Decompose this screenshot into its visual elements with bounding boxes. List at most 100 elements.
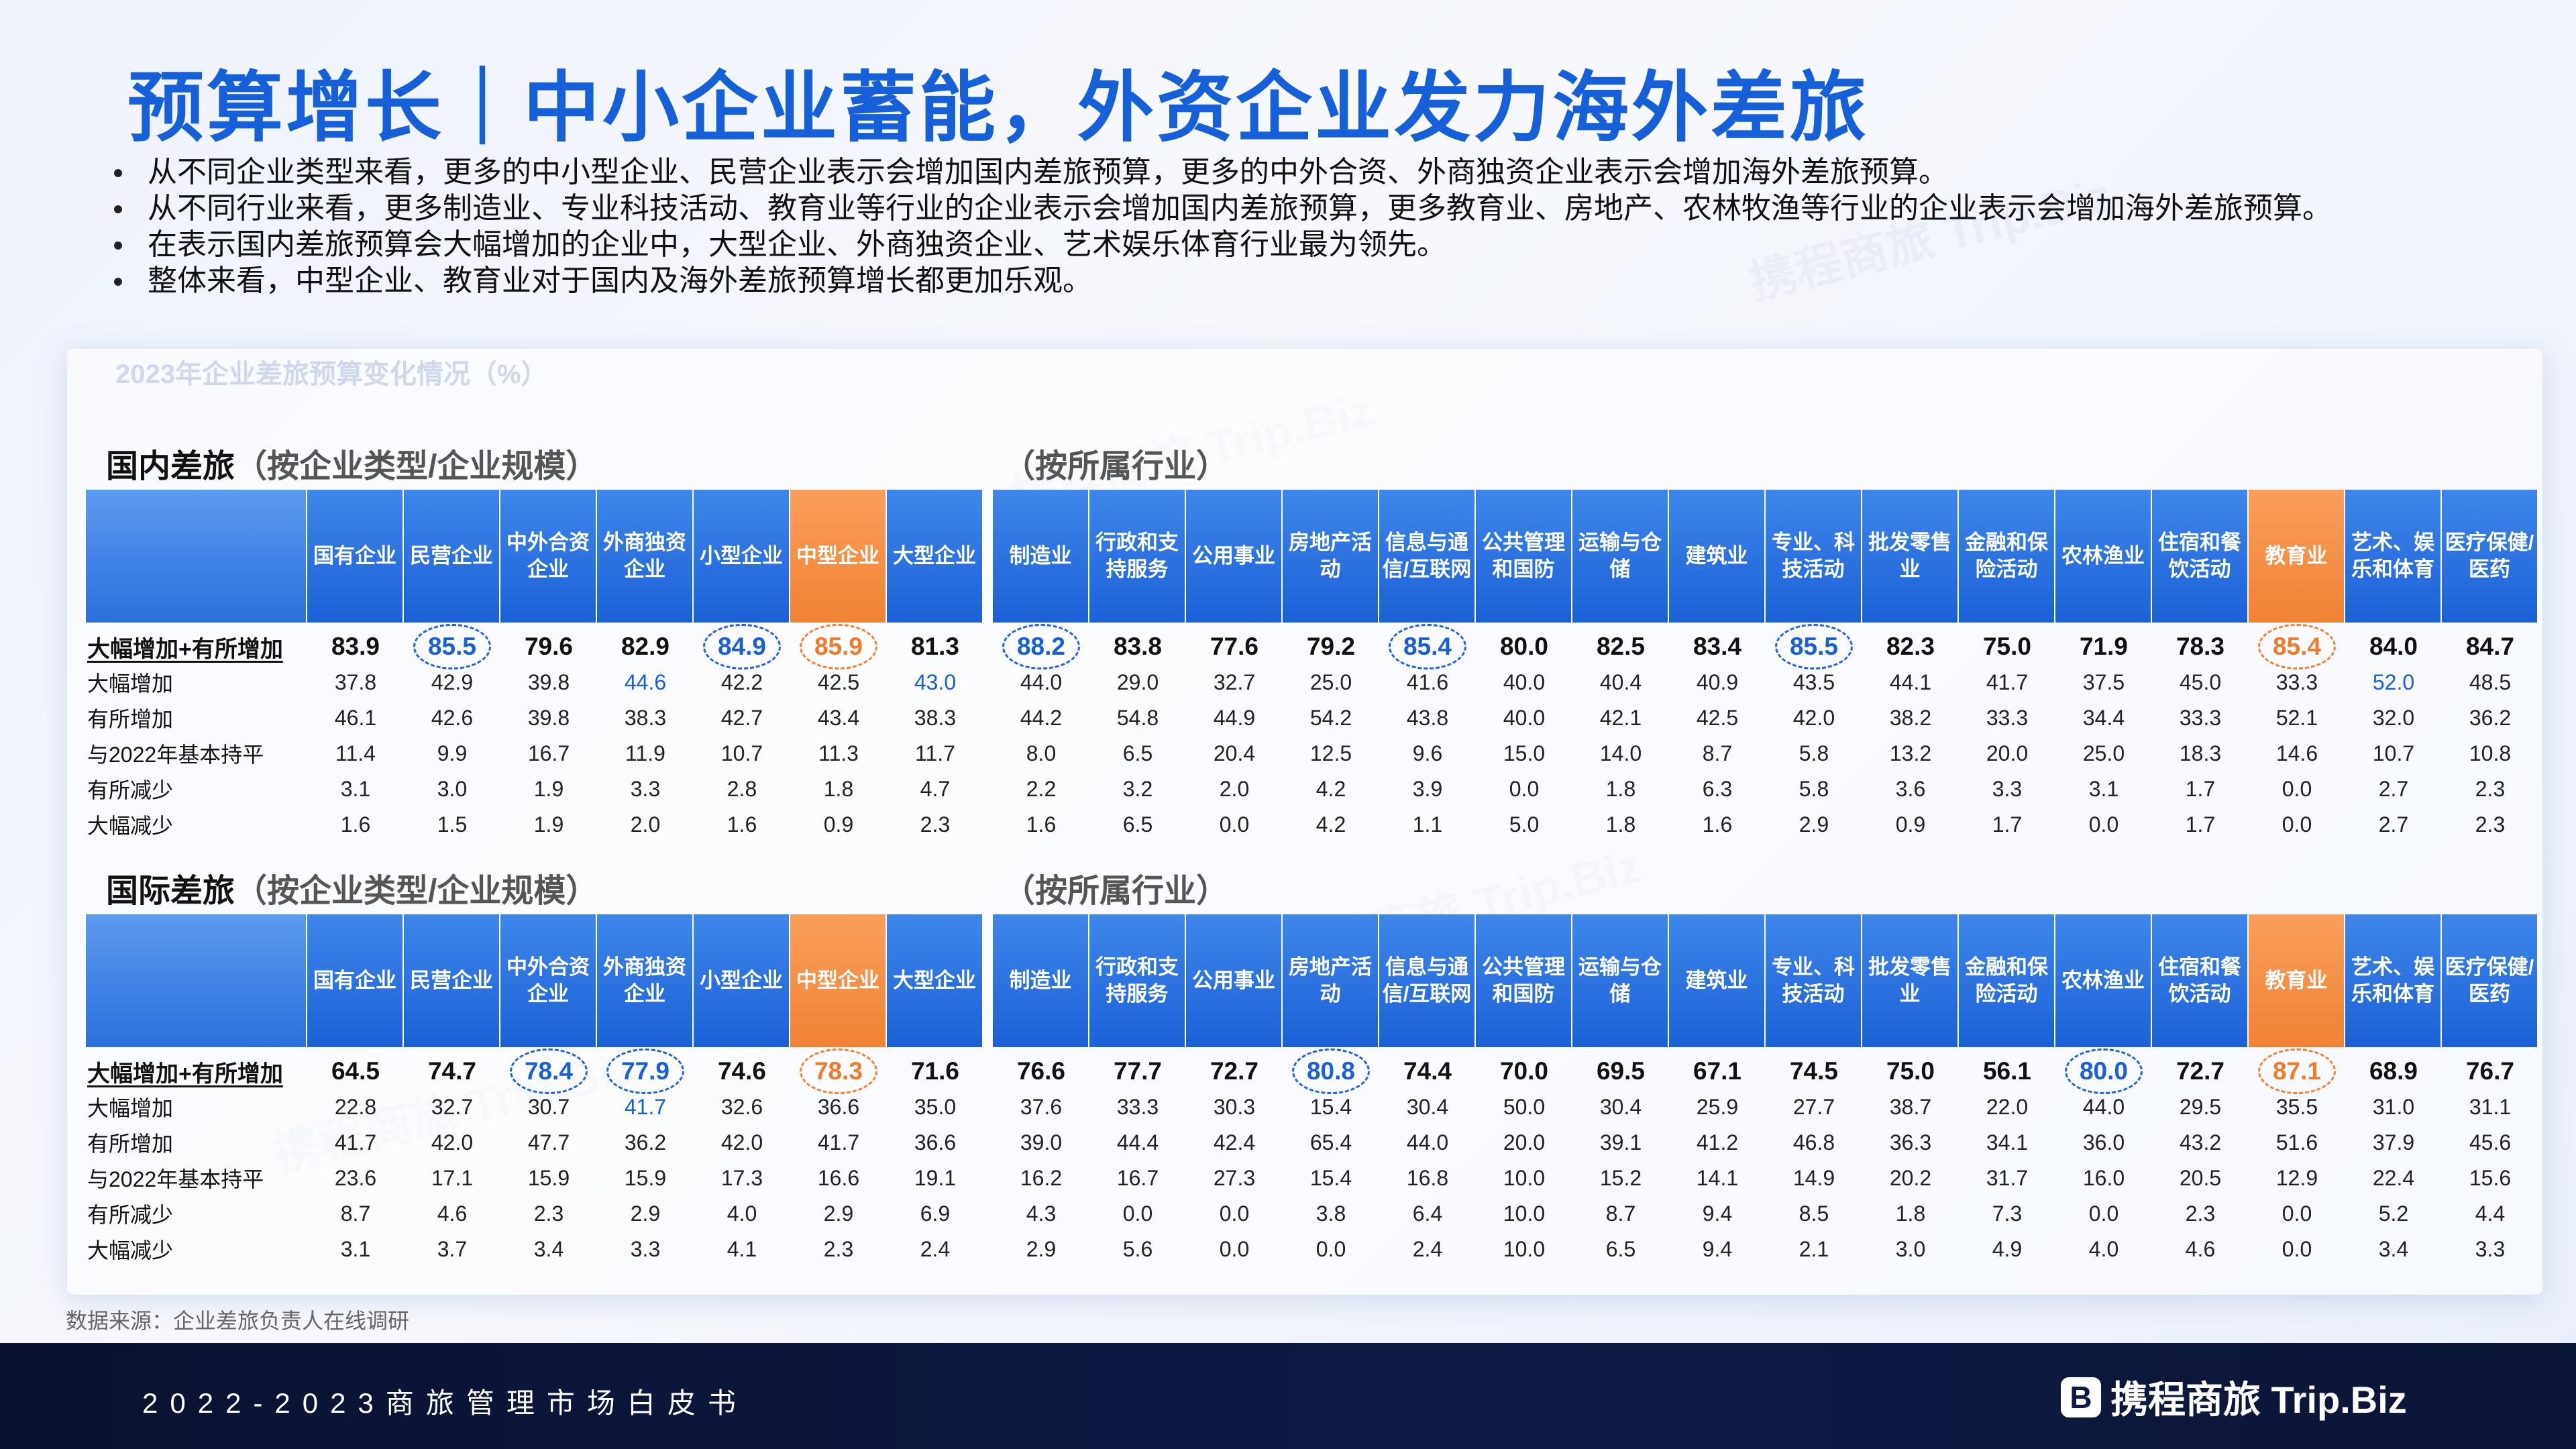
footer-bar bbox=[0, 1343, 2576, 1449]
table-cell: 46.8 bbox=[1792, 1130, 1835, 1155]
table-cell: 0.0 bbox=[1219, 812, 1250, 837]
section-name: 国内差旅 bbox=[106, 449, 235, 484]
table-cell: 78.4 bbox=[500, 1049, 597, 1094]
bullet-list: 从不同企业类型来看，更多的中小型企业、民营企业表示会增加国内差旅预算，更多的中外… bbox=[106, 154, 2494, 299]
table-cell: 15.2 bbox=[1599, 1165, 1642, 1190]
table-cell: 3.1 bbox=[340, 1236, 371, 1261]
table-cell: 7.3 bbox=[1992, 1201, 2023, 1226]
table-cell: 88.2 bbox=[993, 624, 1089, 669]
column-header: 制造业 bbox=[993, 490, 1088, 623]
table-cell: 43.2 bbox=[2179, 1130, 2222, 1155]
table-cell: 0.9 bbox=[823, 812, 854, 837]
table-cell: 16.8 bbox=[1406, 1165, 1449, 1190]
table-cell: 33.3 bbox=[2179, 705, 2222, 730]
column-header: 房地产活动 bbox=[1283, 490, 1378, 623]
table-cell: 20.5 bbox=[2179, 1165, 2222, 1190]
table-cell: 85.4 bbox=[1379, 624, 1476, 669]
table-cell: 39.8 bbox=[527, 705, 570, 730]
table-cell: 37.6 bbox=[1020, 1094, 1063, 1119]
section-subtitle-industry: （按所属行业） bbox=[1003, 873, 1229, 909]
table-cell: 20.2 bbox=[1889, 1165, 1932, 1190]
table-cell: 2.8 bbox=[727, 776, 757, 801]
column-header: 艺术、娱乐和体育 bbox=[2345, 914, 2440, 1047]
table-cell: 2.2 bbox=[1026, 776, 1057, 801]
table-cell: 6.3 bbox=[1702, 776, 1733, 801]
table-cell: 3.3 bbox=[1992, 776, 2023, 801]
table-cell: 1.6 bbox=[727, 812, 757, 837]
table-cell: 42.0 bbox=[1792, 705, 1835, 730]
table-cell: 4.1 bbox=[727, 1236, 757, 1261]
table-cell: 38.3 bbox=[624, 705, 667, 730]
table-cell: 2.3 bbox=[920, 812, 951, 837]
table-cell: 2.0 bbox=[630, 812, 661, 837]
table-cell: 70.0 bbox=[1499, 1057, 1548, 1085]
table-cell: 6.5 bbox=[1605, 1236, 1636, 1261]
table-cell: 31.0 bbox=[2372, 1094, 2415, 1119]
table-cell: 2.3 bbox=[533, 1201, 564, 1226]
table-cell: 14.0 bbox=[1599, 741, 1642, 765]
table-cell: 37.5 bbox=[2082, 669, 2125, 694]
column-header: 医疗保健/医药 bbox=[2442, 914, 2537, 1047]
column-header: 大型企业 bbox=[887, 490, 982, 623]
chart-title: 2023年企业差旅预算变化情况（%） bbox=[115, 360, 548, 389]
column-header: 大型企业 bbox=[887, 914, 982, 1047]
table-cell: 2.3 bbox=[2475, 776, 2506, 801]
table-cell: 8.5 bbox=[1799, 1201, 1829, 1226]
table-cell: 15.9 bbox=[527, 1165, 570, 1190]
table-cell: 42.6 bbox=[431, 705, 474, 730]
table-cell: 85.9 bbox=[790, 624, 887, 669]
table-cell: 2.7 bbox=[2378, 812, 2409, 837]
table-cell: 44.6 bbox=[624, 669, 667, 694]
column-header: 医疗保健/医药 bbox=[2442, 490, 2537, 623]
table-cell: 3.9 bbox=[1412, 776, 1443, 801]
table-cell: 32.0 bbox=[2372, 705, 2415, 730]
column-header: 专业、科技活动 bbox=[1766, 490, 1861, 623]
table-cell: 13.2 bbox=[1889, 741, 1932, 765]
table-cell: 75.0 bbox=[1982, 633, 2031, 660]
table-cell: 54.2 bbox=[1309, 705, 1352, 730]
table-cell: 19.1 bbox=[914, 1165, 957, 1190]
table-cell: 85.5 bbox=[404, 624, 500, 669]
table-cell: 77.7 bbox=[1113, 1057, 1162, 1085]
section-title: 国内差旅（按企业类型/企业规模） bbox=[106, 439, 598, 486]
row-label: 有所增加 bbox=[87, 1132, 174, 1156]
table-cell: 16.7 bbox=[527, 741, 570, 765]
table-cell: 2.1 bbox=[1799, 1236, 1829, 1261]
table-cell: 35.0 bbox=[914, 1094, 957, 1119]
table-cell: 46.1 bbox=[334, 705, 377, 730]
column-header: 运输与仓储 bbox=[1572, 490, 1668, 623]
table-cell: 68.9 bbox=[2369, 1057, 2418, 1085]
table-cell: 30.4 bbox=[1599, 1094, 1642, 1119]
table-cell: 17.1 bbox=[431, 1165, 474, 1190]
table-cell: 11.3 bbox=[818, 741, 859, 765]
table-cell: 1.5 bbox=[437, 812, 468, 837]
column-header: 教育业 bbox=[2249, 914, 2344, 1047]
table-cell: 16.2 bbox=[1020, 1165, 1063, 1190]
table-cell: 27.7 bbox=[1792, 1094, 1835, 1119]
table-cell: 42.0 bbox=[431, 1130, 474, 1155]
table-cell: 78.3 bbox=[2176, 633, 2224, 660]
table-cell: 36.6 bbox=[914, 1130, 957, 1155]
table-cell: 15.4 bbox=[1309, 1094, 1352, 1119]
table-row: 与2022年基本持平 11.4 9.9 16.7 11.9 10.7 11.3 11.7 8.0… bbox=[0, 736, 2576, 771]
table-cell: 77.9 bbox=[597, 1049, 694, 1094]
table-cell: 41.7 bbox=[334, 1130, 377, 1155]
table-row: 有所增加 46.1 42.6 39.8 38.3 42.7 43.4 38.3 44.2 54.8… bbox=[0, 700, 2576, 735]
table-cell: 45.0 bbox=[2179, 669, 2222, 694]
table-cell: 3.0 bbox=[1895, 1236, 1926, 1261]
table-cell: 4.2 bbox=[1316, 776, 1346, 801]
row-label: 有所减少 bbox=[87, 778, 174, 802]
table-cell: 0.0 bbox=[2088, 1201, 2119, 1226]
table-cell: 78.3 bbox=[790, 1049, 887, 1094]
table-row: 与2022年基本持平 23.6 17.1 15.9 15.9 17.3 16.6 19.1 16… bbox=[0, 1161, 2576, 1195]
column-header: 建筑业 bbox=[1669, 914, 1764, 1047]
table-cell: 43.5 bbox=[1792, 669, 1835, 694]
bullet-item: 整体来看，中型企业、教育业对于国内及海外差旅预算增长都更加乐观。 bbox=[106, 263, 2494, 299]
table-cell: 1.8 bbox=[1605, 776, 1636, 801]
table-cell: 30.4 bbox=[1406, 1094, 1449, 1119]
table-cell: 47.7 bbox=[527, 1130, 570, 1155]
table-cell: 20.0 bbox=[1503, 1130, 1546, 1155]
column-header: 公共管理和国防 bbox=[1476, 914, 1571, 1047]
table-cell: 40.0 bbox=[1503, 669, 1546, 694]
table-cell: 4.0 bbox=[2088, 1236, 2119, 1261]
